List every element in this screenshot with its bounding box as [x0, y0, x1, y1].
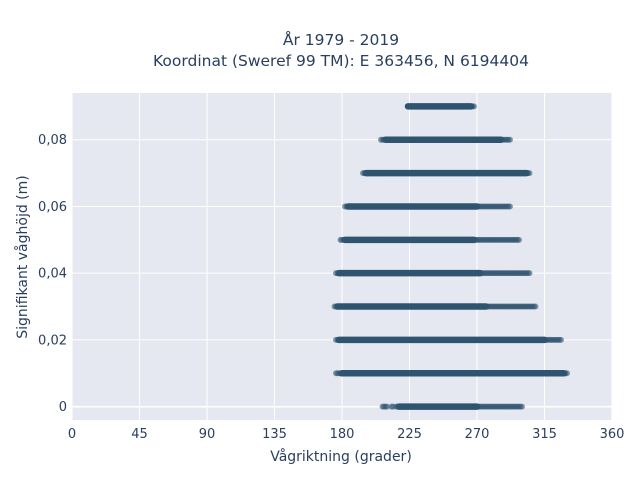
data-point — [384, 403, 390, 410]
data-band — [337, 236, 522, 244]
data-point — [519, 403, 525, 410]
x-axis-label: Vågriktning (grader) — [270, 448, 412, 465]
data-band — [342, 203, 513, 210]
x-tick-label: 180 — [330, 427, 355, 442]
x-tick-label: 270 — [465, 427, 490, 442]
data-band — [378, 136, 513, 143]
data-point — [526, 270, 533, 277]
data-point — [558, 336, 564, 343]
x-tick-label: 0 — [68, 427, 76, 442]
data-band — [333, 370, 570, 377]
data-band — [331, 303, 539, 310]
chart-title-line1: År 1979 - 2019 — [283, 30, 399, 49]
y-tick-label: 0,08 — [38, 133, 67, 148]
data-point — [507, 203, 513, 210]
y-tick-label: 0,02 — [38, 333, 67, 348]
data-point — [532, 303, 539, 310]
y-axis-ticks: 0 0,02 0,04 0,06 0,08 — [38, 133, 67, 415]
data-band — [379, 403, 525, 410]
data-points — [331, 103, 570, 410]
data-point — [507, 136, 513, 143]
x-tick-label: 315 — [532, 427, 557, 442]
x-axis-ticks: 0 45 90 135 180 225 270 315 360 — [68, 427, 625, 442]
data-band — [333, 336, 564, 344]
x-tick-label: 90 — [199, 427, 216, 442]
data-point — [516, 236, 522, 243]
x-tick-label: 225 — [397, 427, 422, 442]
x-tick-label: 360 — [600, 427, 625, 442]
y-axis-label: Signifikant våghöjd (m) — [14, 175, 31, 338]
y-tick-label: 0,04 — [38, 267, 67, 282]
x-tick-label: 135 — [262, 427, 287, 442]
data-band — [333, 269, 533, 277]
data-band — [404, 103, 477, 110]
data-band — [360, 169, 533, 177]
chart-title-line2: Koordinat (Sweref 99 TM): E 363456, N 61… — [153, 52, 529, 70]
x-tick-label: 45 — [131, 427, 148, 442]
y-tick-label: 0 — [59, 400, 67, 415]
y-tick-label: 0,06 — [38, 200, 67, 215]
